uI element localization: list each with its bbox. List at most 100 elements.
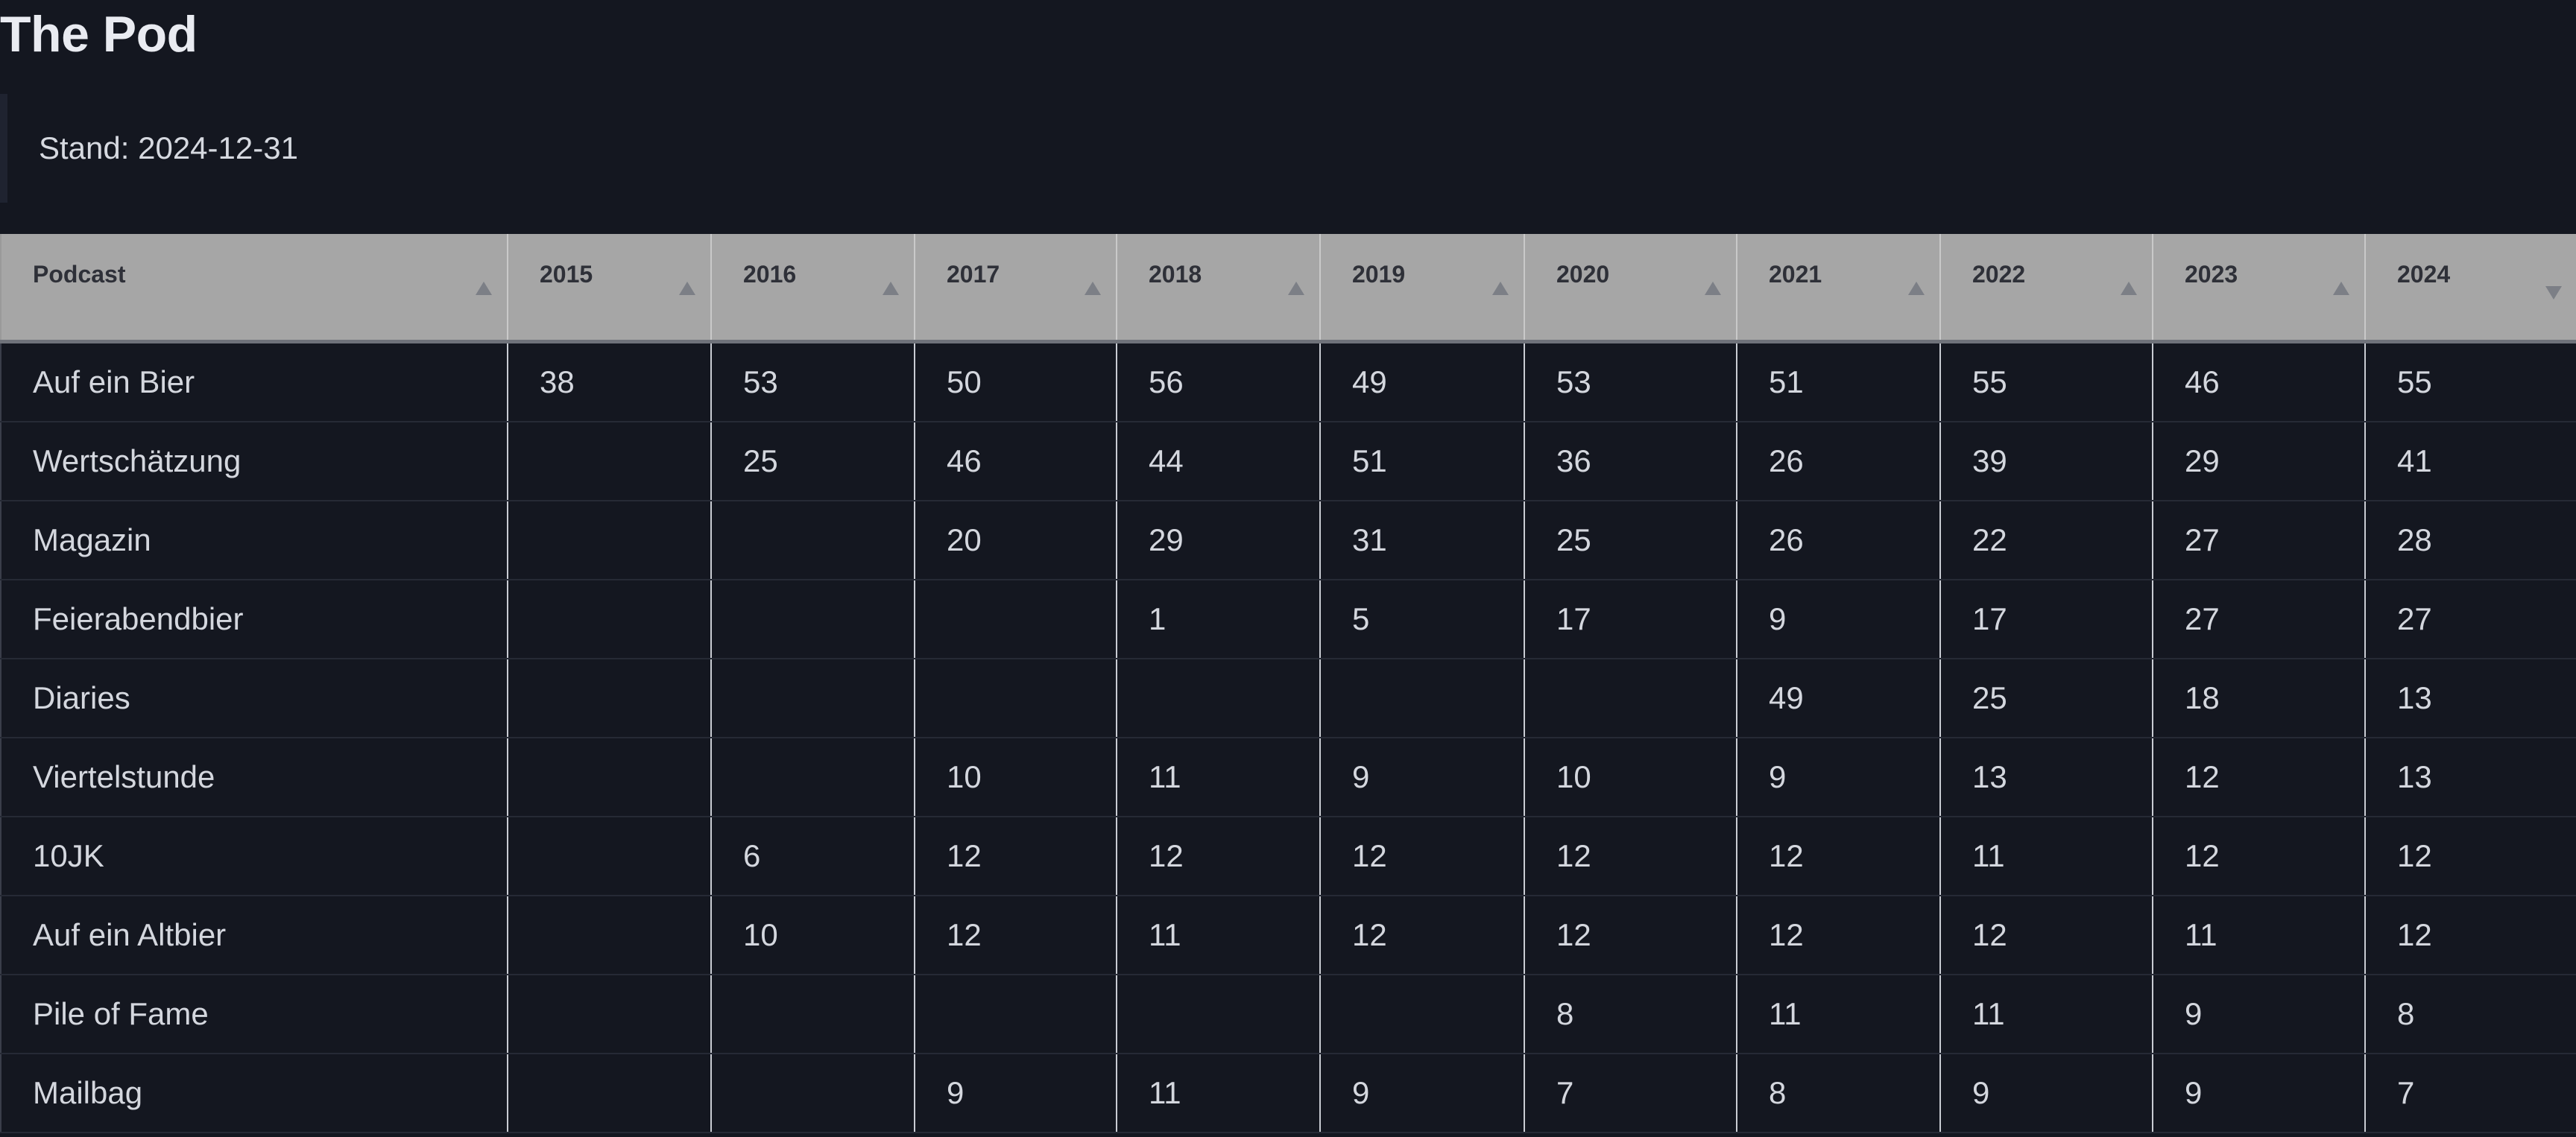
value-cell (507, 738, 711, 817)
podcast-name-cell: Viertelstunde (0, 738, 508, 817)
stand-date-text: Stand: 2024-12-31 (39, 130, 298, 165)
sort-desc-icon[interactable] (2545, 286, 2562, 300)
sort-asc-icon[interactable] (1085, 282, 1101, 295)
value-cell: 53 (1524, 341, 1737, 422)
value-cell: 11 (1116, 1054, 1320, 1133)
table-row: Magazin 20 29 31 25 26 22 27 28 (0, 501, 2576, 580)
value-cell: 56 (1116, 341, 1320, 422)
value-cell (914, 975, 1117, 1054)
value-cell: 13 (2364, 659, 2576, 738)
value-cell: 12 (914, 817, 1117, 896)
column-header-label: 2018 (1149, 261, 1202, 288)
column-header-label: 2019 (1352, 261, 1406, 288)
sort-asc-icon[interactable] (1492, 282, 1509, 295)
table-header: Podcast 2015 2016 2017 2018 2019 2020 2021 2022 2… (0, 234, 2576, 343)
column-header-2016[interactable]: 2016 (710, 234, 915, 343)
podcast-name-cell: Magazin (0, 501, 508, 580)
value-cell (507, 817, 711, 896)
sort-asc-icon[interactable] (476, 282, 492, 295)
table-row: Auf ein Bier 38 53 50 56 49 53 51 55 46 55 (0, 341, 2576, 422)
value-cell: 8 (2364, 975, 2576, 1054)
value-cell: 11 (1736, 975, 1940, 1054)
sort-asc-icon[interactable] (883, 282, 899, 295)
podcast-name-cell: Wertschätzung (0, 422, 508, 501)
value-cell: 17 (1939, 580, 2153, 659)
value-cell: 11 (2152, 896, 2365, 975)
column-header-label: 2017 (947, 261, 1000, 288)
value-cell: 10 (710, 896, 915, 975)
column-header-2019[interactable]: 2019 (1319, 234, 1524, 343)
value-cell: 12 (2364, 817, 2576, 896)
value-cell: 9 (1939, 1054, 2153, 1133)
podcast-name-cell: Auf ein Bier (0, 341, 508, 422)
value-cell: 46 (2152, 341, 2365, 422)
value-cell: 46 (914, 422, 1117, 501)
value-cell: 12 (1736, 896, 1940, 975)
table-row: Diaries 49 25 18 13 (0, 659, 2576, 738)
value-cell: 13 (2364, 738, 2576, 817)
value-cell: 12 (2152, 817, 2365, 896)
value-cell: 53 (710, 341, 915, 422)
value-cell: 49 (1736, 659, 1940, 738)
value-cell (1116, 659, 1320, 738)
column-header-2022[interactable]: 2022 (1939, 234, 2153, 343)
column-header-2021[interactable]: 2021 (1736, 234, 1940, 343)
column-header-label: 2021 (1769, 261, 1822, 288)
value-cell: 11 (1116, 738, 1320, 817)
sort-asc-icon[interactable] (2333, 282, 2349, 295)
value-cell: 9 (1319, 1054, 1524, 1133)
value-cell: 55 (1939, 341, 2153, 422)
value-cell: 31 (1319, 501, 1524, 580)
column-header-podcast[interactable]: Podcast (0, 234, 508, 343)
value-cell: 27 (2364, 580, 2576, 659)
column-header-2015[interactable]: 2015 (507, 234, 711, 343)
podcast-name-cell: Mailbag (0, 1054, 508, 1133)
callout-accent-bar (0, 94, 7, 203)
column-header-label: 2016 (743, 261, 797, 288)
column-header-2017[interactable]: 2017 (914, 234, 1117, 343)
value-cell: 51 (1736, 341, 1940, 422)
value-cell: 7 (1524, 1054, 1737, 1133)
podcast-name-cell: 10JK (0, 817, 508, 896)
value-cell: 29 (2152, 422, 2365, 501)
value-cell: 1 (1116, 580, 1320, 659)
value-cell: 12 (1319, 896, 1524, 975)
value-cell: 9 (1319, 738, 1524, 817)
value-cell: 41 (2364, 422, 2576, 501)
table-row: Wertschätzung 25 46 44 51 36 26 39 29 41 (0, 422, 2576, 501)
value-cell (914, 580, 1117, 659)
value-cell (1319, 975, 1524, 1054)
value-cell: 26 (1736, 422, 1940, 501)
value-cell: 26 (1736, 501, 1940, 580)
value-cell: 36 (1524, 422, 1737, 501)
value-cell (710, 975, 915, 1054)
value-cell: 20 (914, 501, 1117, 580)
column-header-2024[interactable]: 2024 (2364, 234, 2576, 343)
sort-asc-icon[interactable] (1908, 282, 1925, 295)
sort-asc-icon[interactable] (2121, 282, 2137, 295)
value-cell: 51 (1319, 422, 1524, 501)
table-row: Mailbag 9 11 9 7 8 9 9 7 (0, 1054, 2576, 1133)
value-cell: 9 (2152, 975, 2365, 1054)
column-header-2018[interactable]: 2018 (1116, 234, 1320, 343)
value-cell (507, 580, 711, 659)
value-cell (1319, 659, 1524, 738)
header-row: Podcast 2015 2016 2017 2018 2019 2020 2021 2022 2… (0, 234, 2576, 343)
value-cell (710, 659, 915, 738)
value-cell: 12 (914, 896, 1117, 975)
value-cell: 7 (2364, 1054, 2576, 1133)
value-cell: 10 (1524, 738, 1737, 817)
value-cell: 11 (1939, 975, 2153, 1054)
sort-asc-icon[interactable] (679, 282, 695, 295)
value-cell: 17 (1524, 580, 1737, 659)
value-cell: 11 (1939, 817, 2153, 896)
value-cell: 27 (2152, 501, 2365, 580)
page-title: The Pod (0, 6, 198, 63)
sort-asc-icon[interactable] (1288, 282, 1304, 295)
value-cell (710, 1054, 915, 1133)
value-cell: 12 (1319, 817, 1524, 896)
column-header-2020[interactable]: 2020 (1524, 234, 1737, 343)
column-header-2023[interactable]: 2023 (2152, 234, 2365, 343)
sort-asc-icon[interactable] (1705, 282, 1721, 295)
value-cell: 29 (1116, 501, 1320, 580)
